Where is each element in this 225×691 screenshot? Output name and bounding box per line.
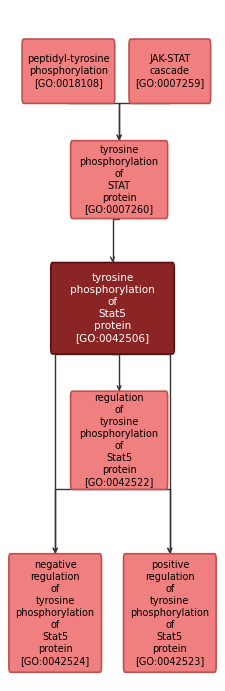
Text: tyrosine
phosphorylation
of
Stat5
protein
[GO:0042506]: tyrosine phosphorylation of Stat5 protei… bbox=[70, 273, 155, 343]
FancyBboxPatch shape bbox=[71, 391, 168, 489]
Text: positive
regulation
of
tyrosine
phosphorylation
of
Stat5
protein
[GO:0042523]: positive regulation of tyrosine phosphor… bbox=[130, 560, 209, 666]
Text: regulation
of
tyrosine
phosphorylation
of
Stat5
protein
[GO:0042522]: regulation of tyrosine phosphorylation o… bbox=[80, 393, 159, 487]
FancyBboxPatch shape bbox=[71, 141, 168, 218]
Text: negative
regulation
of
tyrosine
phosphorylation
of
Stat5
protein
[GO:0042524]: negative regulation of tyrosine phosphor… bbox=[16, 560, 95, 666]
FancyBboxPatch shape bbox=[124, 553, 216, 672]
Text: peptidyl-tyrosine
phosphorylation
[GO:0018108]: peptidyl-tyrosine phosphorylation [GO:00… bbox=[27, 54, 110, 88]
Text: JAK-STAT
cascade
[GO:0007259]: JAK-STAT cascade [GO:0007259] bbox=[135, 54, 205, 88]
Text: tyrosine
phosphorylation
of
STAT
protein
[GO:0007260]: tyrosine phosphorylation of STAT protein… bbox=[80, 144, 159, 215]
FancyBboxPatch shape bbox=[22, 39, 115, 104]
FancyBboxPatch shape bbox=[9, 553, 101, 672]
FancyBboxPatch shape bbox=[129, 39, 211, 104]
FancyBboxPatch shape bbox=[51, 263, 174, 354]
